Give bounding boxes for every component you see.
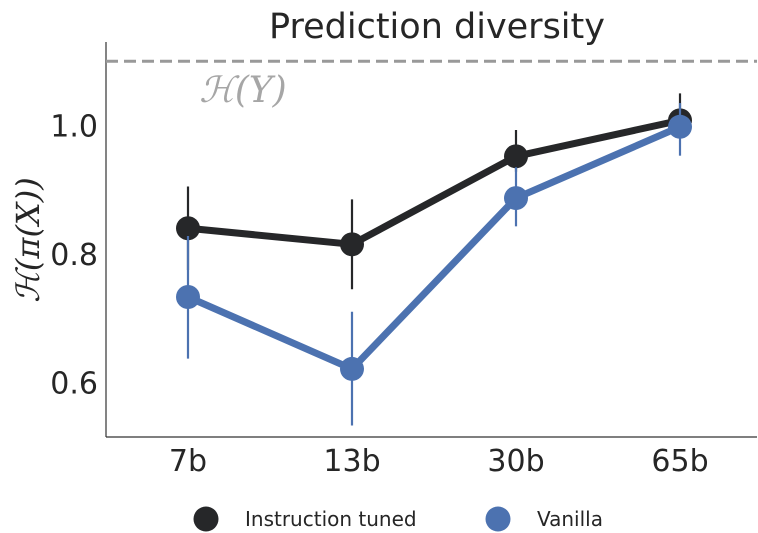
y-tick-label: 0.6 (50, 366, 98, 401)
legend-item: Instruction tuned (193, 506, 417, 532)
series-line (184, 123, 684, 373)
data-point (176, 284, 200, 309)
x-tick-label: 7b (169, 444, 207, 479)
series-layer (176, 93, 692, 426)
legend-item: Vanilla (485, 506, 603, 532)
x-tick-label: 30b (487, 444, 544, 479)
data-point (340, 232, 364, 257)
x-tick-label: 13b (323, 444, 380, 479)
legend-marker (485, 506, 511, 532)
reference-line-label: ℋ(Y) (199, 70, 286, 111)
data-point (504, 186, 528, 211)
series-instruction-tuned (176, 93, 692, 290)
y-ticks: 0.6 0.8 1.0 (50, 109, 98, 401)
series-line (184, 116, 684, 248)
legend-label: Instruction tuned (245, 507, 417, 531)
legend-marker (193, 506, 219, 532)
data-point (504, 144, 528, 169)
y-axis-label: ℋ(π(X)) (9, 177, 47, 302)
data-point (176, 216, 200, 241)
y-tick-label: 0.8 (50, 238, 98, 273)
data-point (340, 356, 364, 381)
series-vanilla (176, 103, 692, 426)
data-point (668, 114, 692, 139)
x-ticks: 7b 13b 30b 65b (169, 444, 709, 479)
legend: Instruction tuned Vanilla (193, 506, 603, 532)
x-tick-label: 65b (651, 444, 708, 479)
legend-label: Vanilla (537, 507, 603, 531)
y-tick-label: 1.0 (50, 109, 98, 144)
chart-title: Prediction diversity (269, 7, 605, 47)
